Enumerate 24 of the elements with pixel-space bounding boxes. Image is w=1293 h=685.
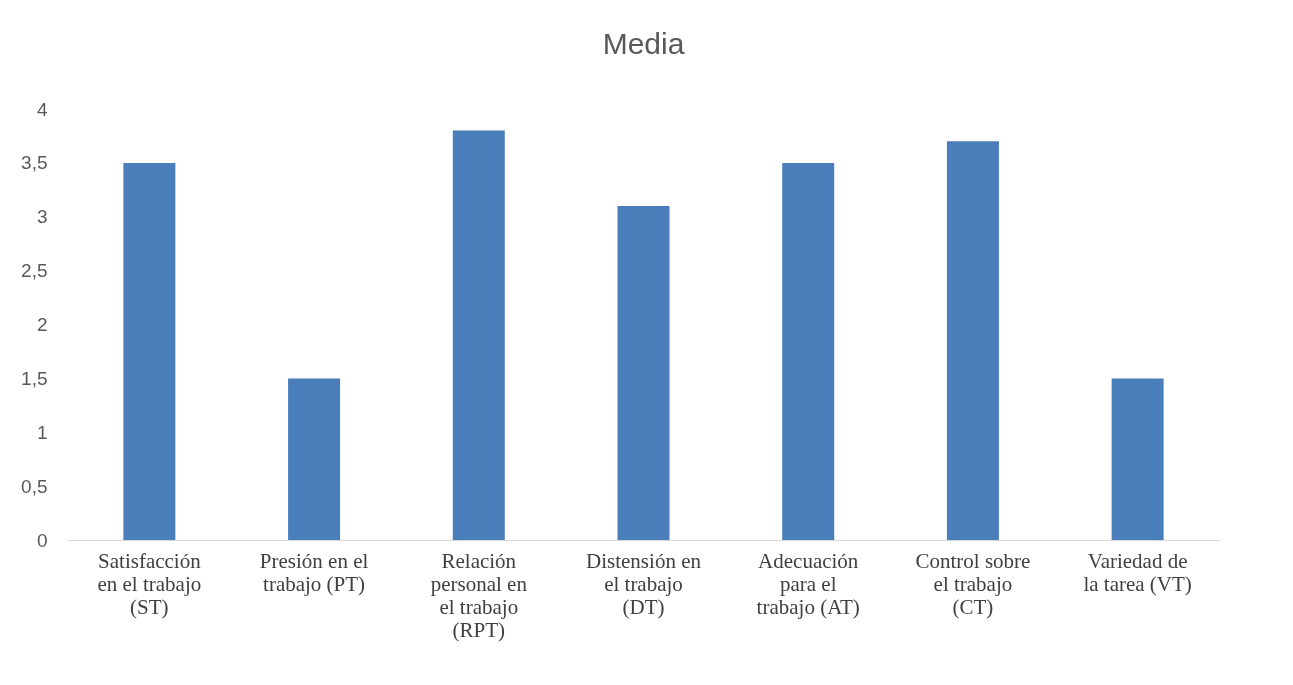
bar bbox=[1111, 378, 1164, 540]
bar bbox=[123, 162, 176, 540]
y-tick-label: 0 bbox=[36, 529, 48, 551]
x-tick-label: Distensión en el trabajo (DT) bbox=[586, 548, 702, 619]
bar bbox=[288, 378, 341, 540]
y-tick-label: 0,5 bbox=[21, 475, 48, 497]
x-tick-label: Presión en el trabajo (PT) bbox=[259, 548, 369, 596]
x-tick-label: Relación personal en el trabajo (RPT) bbox=[430, 548, 528, 642]
y-tick-label: 4 bbox=[36, 98, 48, 120]
y-tick-label: 1,5 bbox=[21, 367, 48, 389]
y-tick-label: 2,5 bbox=[21, 260, 48, 282]
chart-title: Media bbox=[602, 27, 685, 60]
bar bbox=[617, 205, 670, 540]
y-tick-label: 1 bbox=[36, 421, 48, 443]
x-tick-label: Control sobre el trabajo (CT) bbox=[915, 548, 1031, 619]
x-tick-label: Satisfacción en el trabajo (ST) bbox=[97, 548, 202, 619]
x-tick-label: Adecuación para el trabajo (AT) bbox=[756, 548, 860, 619]
y-tick-label: 2 bbox=[36, 314, 48, 335]
y-tick-label: 3,5 bbox=[21, 152, 48, 174]
bar bbox=[452, 130, 505, 540]
bar bbox=[782, 162, 835, 540]
y-tick-label: 3 bbox=[36, 206, 48, 228]
x-tick-label: Variedad de la tarea (VT) bbox=[1083, 548, 1192, 596]
bar bbox=[946, 141, 999, 540]
